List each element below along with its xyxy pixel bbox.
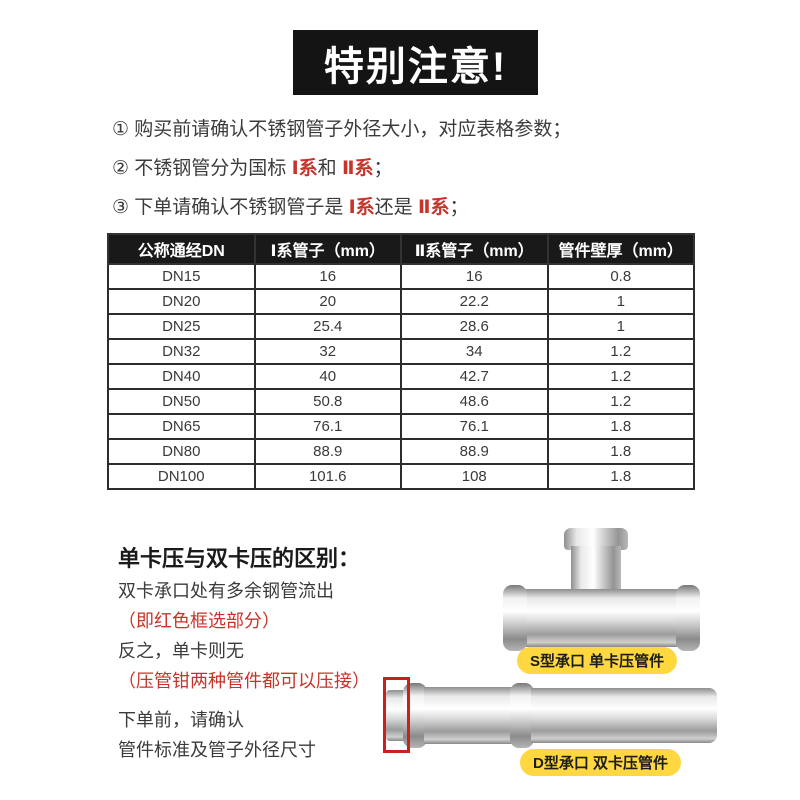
description-line: （即红色框选部分） [118,611,280,631]
table-row: DN100 101.6 108 1.8 [107,463,695,490]
table-cell: 76.1 [253,413,402,440]
description-line: 下单前，请确认 [118,710,244,730]
table-cell: 32 [253,338,402,365]
table-cell: DN100 [107,463,256,490]
table-cell: 1 [546,313,695,340]
table-cell: 28.6 [400,313,549,340]
column-header: 公称通经DN [107,233,256,265]
table-row: DN32 32 34 1.2 [107,338,695,365]
description-line: （压管钳两种管件都可以压接） [118,671,370,691]
table-row: DN65 76.1 76.1 1.8 [107,413,695,440]
table-cell: DN15 [107,263,256,290]
table-row: DN80 88.9 88.9 1.8 [107,438,695,465]
column-header: 管件壁厚（mm） [546,233,695,265]
note-text-segment: Ⅱ系 [341,158,374,179]
table-cell: 25.4 [253,313,402,340]
table-cell: 16 [253,263,402,290]
note-line: ③ 下单请确认不锈钢管子是 Ⅰ系还是 Ⅱ系； [112,188,571,227]
table-row: DN20 20 22.2 1 [107,288,695,315]
spec-table-header: 公称通经DN Ⅰ系管子（mm） Ⅱ系管子（mm） 管件壁厚（mm） [107,233,695,265]
table-row: DN15 16 16 0.8 [107,263,695,290]
description-line: 反之，单卡则无 [118,641,244,661]
note-text-segment: 和 [317,158,342,179]
note-text-segment: ； [373,158,393,179]
note-text-segment: ② 不锈钢管分为国标 [112,158,292,179]
single-press-label: S型承口 单卡压管件 [517,647,678,674]
column-header: Ⅱ系管子（mm） [400,233,549,265]
table-cell: 101.6 [253,463,402,490]
tee-right-flange [676,585,700,651]
column-header: Ⅰ系管子（mm） [253,233,402,265]
highlight-red-box [383,677,410,753]
pipe-spec-table: 公称通经DN Ⅰ系管子（mm） Ⅱ系管子（mm） 管件壁厚（mm） DN15 16 16 0… [107,233,695,490]
coupling-socket [424,687,514,744]
table-cell: 108 [400,463,549,490]
coupling-pipe-stub [386,690,406,741]
tee-branch-flange [564,528,628,550]
coupling-flange-ring-2 [510,683,534,748]
numbered-notes: ① 购买前请确认不锈钢管子外径大小，对应表格参数； ② 不锈钢管分为国标 Ⅰ系和 … [112,110,571,227]
double-press-label: D型承口 双卡压管件 [520,749,682,776]
description-lines: 双卡承口处有多余钢管流出 （即红色框选部分） 反之，单卡则无 （压管钳两种管件都可以压… [118,576,370,765]
section-heading: 单卡压与双卡压的区别： [118,546,361,571]
table-row: DN25 25.4 28.6 1 [107,313,695,340]
note-text-segment: Ⅰ系 [291,158,318,179]
note-text-segment: ③ 下单请确认不锈钢管子是 [112,197,349,218]
coupling-straight-pipe [531,688,717,743]
table-cell: DN50 [107,388,256,415]
table-cell: 1.8 [546,463,695,490]
tee-body-pipe [507,589,699,647]
description-line: 双卡承口处有多余钢管流出 [118,581,334,601]
note-text-segment: Ⅰ系 [348,197,375,218]
note-text-segment: ； [449,197,469,218]
note-line: ② 不锈钢管分为国标 Ⅰ系和 Ⅱ系； [112,149,571,188]
note-text-segment: 还是 [374,197,418,218]
tee-left-flange [503,585,527,651]
table-cell: DN25 [107,313,256,340]
table-cell: 48.6 [400,388,549,415]
table-cell: DN80 [107,438,256,465]
note-text-segment: Ⅱ系 [417,197,450,218]
note-line: ① 购买前请确认不锈钢管子外径大小，对应表格参数； [112,110,571,149]
description-line: 管件标准及管子外径尺寸 [118,740,316,760]
table-cell: 34 [400,338,549,365]
table-row: DN50 50.8 48.6 1.2 [107,388,695,415]
table-cell: DN40 [107,363,256,390]
table-cell: DN65 [107,413,256,440]
table-cell: 1 [546,288,695,315]
attention-banner: 特别注意! [293,30,538,95]
note-text-segment: ① 购买前请确认不锈钢管子外径大小，对应表格参数； [112,119,572,140]
table-cell: 16 [400,263,549,290]
table-cell: 88.9 [400,438,549,465]
table-cell: 88.9 [253,438,402,465]
table-cell: 1.8 [546,438,695,465]
table-cell: 50.8 [253,388,402,415]
table-cell: 40 [253,363,402,390]
table-cell: 20 [253,288,402,315]
table-cell: 1.8 [546,413,695,440]
table-cell: 0.8 [546,263,695,290]
table-cell: 76.1 [400,413,549,440]
table-cell: DN32 [107,338,256,365]
table-cell: 1.2 [546,388,695,415]
table-cell: 1.2 [546,338,695,365]
attention-banner-title: 特别注意! [323,44,508,89]
table-cell: 22.2 [400,288,549,315]
table-cell: 1.2 [546,363,695,390]
table-cell: 42.7 [400,363,549,390]
table-row: DN40 40 42.7 1.2 [107,363,695,390]
table-cell: DN20 [107,288,256,315]
